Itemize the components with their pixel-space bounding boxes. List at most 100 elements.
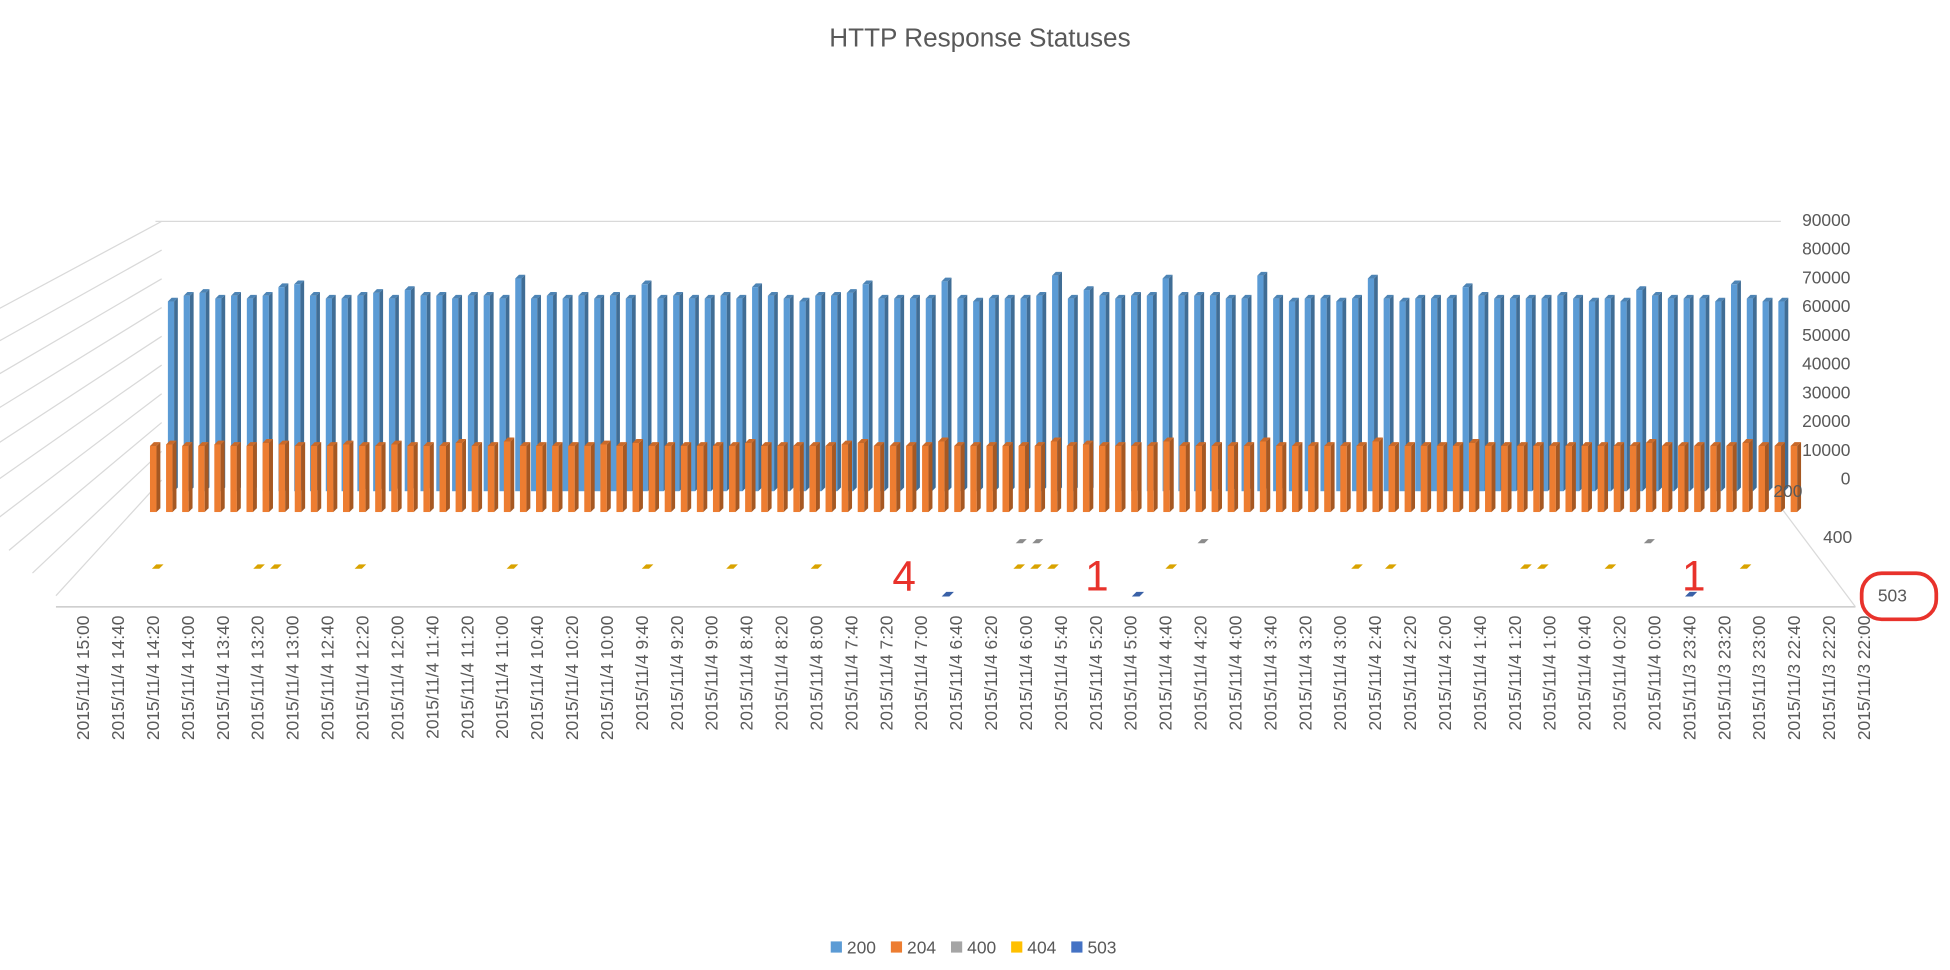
bar-front (294, 284, 301, 492)
bar-front (1404, 445, 1412, 513)
bar (1115, 442, 1126, 513)
x-tick-label: 2015/11/4 0:20 (1610, 616, 1630, 731)
bar (1257, 271, 1268, 492)
bar (793, 442, 804, 513)
bar (1052, 271, 1063, 492)
bar-front (799, 301, 806, 492)
bar (1013, 564, 1025, 569)
bar-top (1099, 292, 1110, 296)
bar (894, 294, 905, 492)
bar-front (648, 445, 656, 513)
bar-front (1273, 298, 1280, 492)
bar-side (649, 564, 654, 569)
bar (359, 442, 370, 513)
bar-front (166, 444, 173, 513)
bar-top (594, 294, 605, 299)
bar-side (381, 442, 386, 513)
bar-side (900, 294, 905, 492)
bar-side (1563, 292, 1568, 492)
bar-side (1700, 442, 1705, 513)
x-tick-label: 2015/11/4 13:20 (248, 616, 268, 741)
bar-side (758, 283, 763, 492)
bar-top (632, 439, 643, 443)
bar-top (1367, 274, 1378, 279)
bar-top (1195, 442, 1206, 446)
y-tick-label: 80000 (1802, 239, 1850, 259)
bar-top (1165, 564, 1178, 569)
bar (954, 442, 965, 513)
bar-top (519, 442, 531, 446)
bar-side (494, 442, 499, 513)
bar-side (1058, 271, 1063, 492)
bar-side (949, 591, 954, 597)
bar (1372, 437, 1383, 513)
bar-top (1742, 439, 1753, 443)
x-tick-label: 2015/11/4 7:40 (841, 616, 861, 731)
bar-front (487, 445, 495, 513)
bar-top (680, 442, 692, 446)
bar (1520, 564, 1532, 569)
bar (1131, 292, 1141, 492)
bar-side (1042, 292, 1047, 492)
bar-top (1004, 294, 1015, 299)
bar-front (1509, 298, 1517, 492)
bar (799, 297, 810, 492)
bar-front (941, 281, 948, 492)
bar-top (878, 294, 889, 299)
bar (1178, 292, 1189, 492)
bar-top (199, 289, 210, 293)
bar-top (809, 442, 820, 446)
bar-top (873, 442, 885, 446)
bar-front (278, 444, 286, 513)
bar-top (452, 294, 463, 299)
bar (562, 294, 573, 492)
bar-top (1131, 442, 1142, 446)
x-tick-label: 2015/11/4 2:00 (1435, 616, 1455, 731)
bar-top (1288, 297, 1299, 302)
bar (704, 294, 715, 492)
bar (278, 440, 290, 513)
bar-top (1273, 294, 1284, 299)
bar-top (1739, 564, 1752, 569)
bar-side (1531, 294, 1536, 492)
bar-side (1544, 564, 1549, 569)
bar-side (1137, 442, 1142, 513)
bar-top (198, 442, 209, 446)
bar-front (1604, 298, 1611, 492)
bar-front (1790, 445, 1798, 513)
bar-front (552, 445, 559, 513)
bar-side (526, 442, 531, 513)
bar (1356, 442, 1367, 513)
bar-top (309, 292, 320, 296)
bar-top (1661, 442, 1673, 446)
x-tick-label: 2015/11/3 22:20 (1819, 616, 1839, 741)
bar-front (359, 445, 366, 513)
bar-top (988, 294, 999, 299)
bar-top (1573, 294, 1584, 299)
bar-side (1392, 564, 1397, 569)
bar-top (310, 442, 322, 446)
x-tick-label: 2015/11/4 4:00 (1225, 616, 1245, 731)
bar-front (1115, 445, 1122, 513)
bar (889, 442, 901, 513)
bar (1746, 294, 1757, 492)
x-tick-label: 2015/11/3 23:40 (1679, 616, 1699, 741)
bar-side (1721, 297, 1726, 492)
bar-front (1420, 445, 1428, 513)
bar (1098, 442, 1110, 513)
bar-side (1500, 294, 1505, 492)
bar-side (1716, 442, 1721, 513)
bar-front (1557, 295, 1564, 492)
bar-front (373, 292, 380, 492)
bar-side (1250, 442, 1255, 513)
bar (600, 440, 611, 513)
bar-top (391, 440, 402, 445)
bar (1685, 591, 1698, 597)
bar-front (862, 284, 869, 492)
bar (857, 439, 869, 513)
bar-front (922, 445, 929, 513)
bar-side (1650, 539, 1655, 544)
bar-front (905, 445, 913, 513)
bar-front (578, 295, 585, 492)
